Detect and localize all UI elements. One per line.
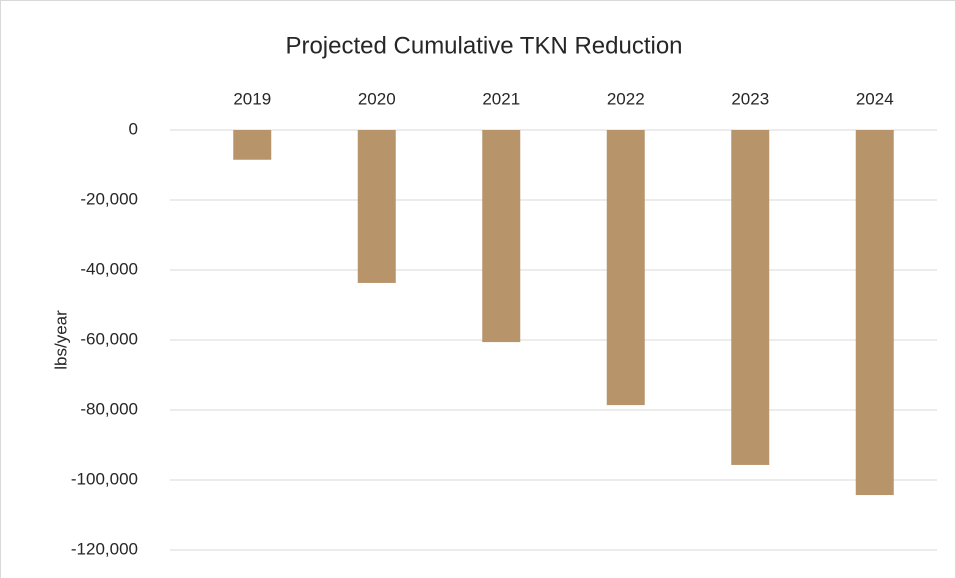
bar	[357, 130, 396, 283]
y-tick-label: -80,000	[80, 399, 138, 418]
x-tick-label: 2021	[482, 89, 520, 108]
x-tick-label: 2020	[358, 89, 396, 108]
y-tick-label: -20,000	[80, 189, 138, 208]
bar	[731, 130, 770, 465]
x-tick-label: 2019	[233, 89, 271, 108]
x-tick-label: 2024	[856, 89, 894, 108]
y-tick-label: -40,000	[80, 259, 138, 278]
bar	[606, 130, 645, 406]
y-tick-label: -60,000	[80, 329, 138, 348]
chart-title: Projected Cumulative TKN Reduction	[285, 32, 682, 59]
bar	[482, 130, 521, 343]
x-tick-label: 2023	[731, 89, 769, 108]
y-axis-label: lbs/year	[51, 310, 70, 370]
bar	[233, 130, 272, 160]
x-tick-label: 2022	[607, 89, 645, 108]
y-tick-label: 0	[129, 119, 138, 138]
y-tick-label: -120,000	[71, 539, 138, 558]
bar	[855, 130, 894, 496]
y-tick-label: -100,000	[71, 469, 138, 488]
